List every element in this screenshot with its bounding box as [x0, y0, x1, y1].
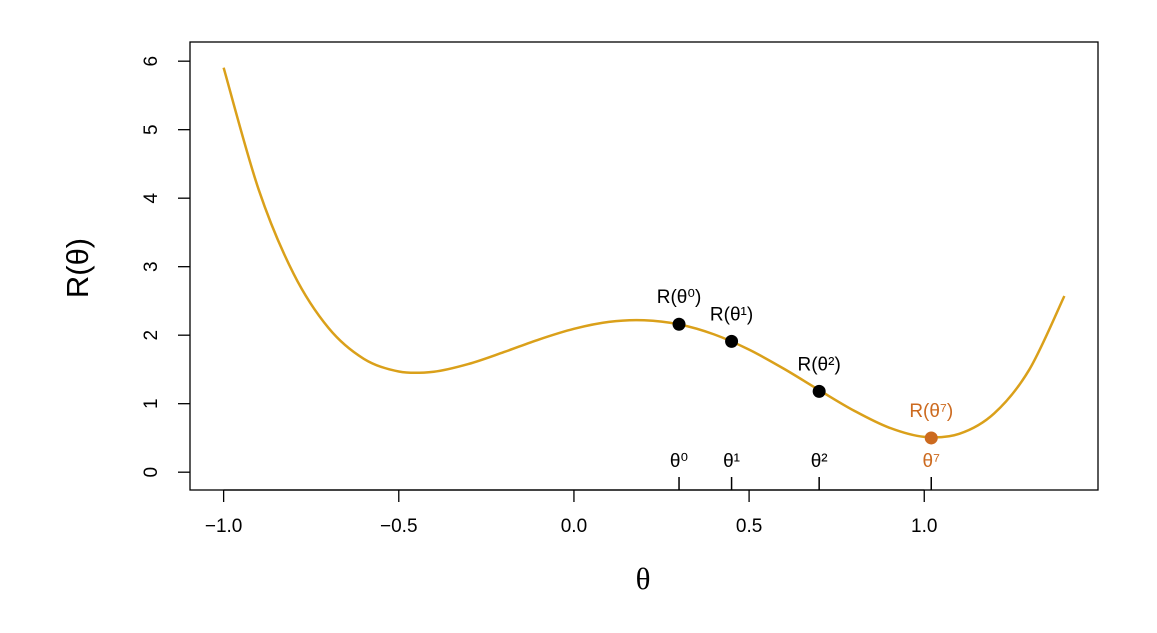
- iterate-point-label: R(θ²): [798, 354, 841, 375]
- y-tick-label: 5: [141, 124, 162, 135]
- iterate-point: [725, 334, 739, 348]
- x-tick-label: −0.5: [380, 516, 418, 537]
- y-tick-label: 0: [141, 467, 162, 478]
- y-tick-label: 4: [141, 192, 162, 203]
- iterate-tick-label: θ⁰: [670, 451, 688, 472]
- x-axis-label: θ: [636, 561, 651, 596]
- y-tick-label: 6: [141, 56, 162, 67]
- iterate-point: [812, 384, 826, 398]
- iterate-point-label: R(θ¹): [710, 304, 753, 325]
- iterate-point: [924, 431, 938, 445]
- iterate-point-label: R(θ⁷): [909, 401, 953, 422]
- iterate-point-label: R(θ⁰): [657, 287, 702, 308]
- iterate-tick-label: θ¹: [723, 451, 740, 472]
- y-tick-label: 1: [141, 398, 162, 409]
- plot-box: [189, 41, 1099, 491]
- curve: [222, 67, 1066, 439]
- x-tick-label: 0.0: [561, 516, 587, 537]
- iterate-tick-label: θ²: [811, 451, 828, 472]
- x-tick-label: 0.5: [736, 516, 762, 537]
- x-tick-label: 1.0: [911, 516, 937, 537]
- iterate-tick-label: θ⁷: [923, 451, 941, 472]
- x-tick-label: −1.0: [205, 516, 243, 537]
- y-axis-label: R(θ): [60, 238, 95, 298]
- y-tick-label: 2: [141, 330, 162, 341]
- iterate-point: [672, 317, 686, 331]
- y-tick-label: 3: [141, 261, 162, 272]
